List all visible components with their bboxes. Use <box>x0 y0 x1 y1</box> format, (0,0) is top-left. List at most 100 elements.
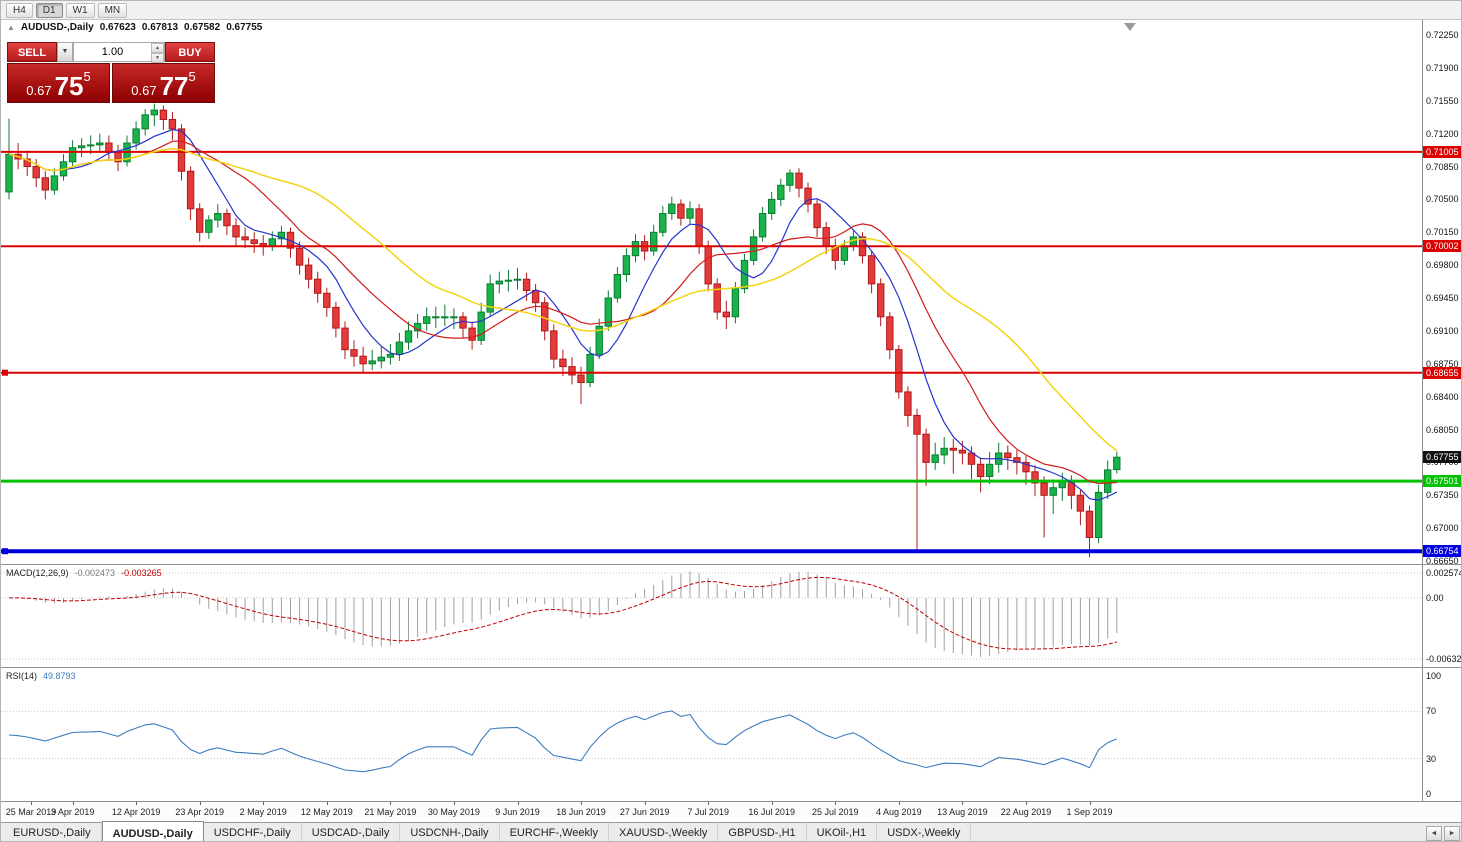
timeframe-w1-button[interactable]: W1 <box>65 2 95 18</box>
tab-usdcad-daily[interactable]: USDCAD-,Daily <box>302 823 401 841</box>
price-tag-0.67755: 0.67755 <box>1423 451 1461 464</box>
sell-price-main: 75 <box>54 71 84 101</box>
price-axis-label: 0.71900 <box>1426 62 1459 73</box>
chart-tabs: EURUSD-,Daily AUDUSD-,Daily USDCHF-,Daily U… <box>1 821 1461 841</box>
rsi-axis-label: 100 <box>1426 671 1442 681</box>
rsi-axis-label: 70 <box>1426 706 1437 717</box>
macd-signal-value: -0.003265 <box>121 568 162 578</box>
volume-input[interactable] <box>74 43 151 61</box>
volume-down-button[interactable]: ▼ <box>151 53 164 63</box>
price-axis-label: 0.67000 <box>1426 523 1459 534</box>
macd-axis-label: 0.00 <box>1426 592 1444 603</box>
rsi-name: RSI(14) <box>6 671 38 681</box>
timeframe-mn-button[interactable]: MN <box>97 2 128 18</box>
collapse-trade-panel-icon[interactable]: ▲ <box>7 23 15 32</box>
sell-price-pip: 5 <box>83 69 91 84</box>
buy-button[interactable]: BUY <box>165 42 215 62</box>
price-axis-label: 0.68400 <box>1426 391 1459 402</box>
date-axis-label: 9 Jun 2019 <box>495 807 540 817</box>
tab-usdcnh-daily[interactable]: USDCNH-,Daily <box>400 823 500 841</box>
price-axis[interactable]: 0.72250 0.71900 0.71550 0.71200 0.70850 0.705… <box>1422 20 1461 566</box>
tab-scroll-left-button[interactable]: ◄ <box>1426 826 1442 841</box>
buy-price-pip: 5 <box>188 69 196 84</box>
sell-button[interactable]: SELL <box>7 42 57 62</box>
date-axis-label: 3 Apr 2019 <box>50 807 95 817</box>
symbol-label: AUDUSD-,Daily <box>20 22 94 33</box>
rsi-title: RSI(14) 49.8793 <box>6 671 76 681</box>
buy-price-button[interactable]: 0.67 77 5 <box>112 63 215 103</box>
price-axis-label: 0.70150 <box>1426 227 1459 238</box>
price-tag-0.70002: 0.70002 <box>1423 240 1461 253</box>
macd-axis-label: 0.002574 <box>1426 568 1462 578</box>
rsi-chart[interactable] <box>1 668 1422 801</box>
sell-price-prefix: 0.67 <box>26 83 52 98</box>
timeframe-d1-button[interactable]: D1 <box>35 2 63 18</box>
tab-eurusd-daily[interactable]: EURUSD-,Daily <box>3 823 102 841</box>
macd-axis-label: -0.006326 <box>1426 654 1462 664</box>
main-chart-panel: 0.72250 0.71900 0.71550 0.71200 0.70850 0.705… <box>1 20 1461 566</box>
rsi-axis-label: 0 <box>1426 789 1432 799</box>
tab-audusd-daily[interactable]: AUDUSD-,Daily <box>101 821 204 841</box>
buy-price-prefix: 0.67 <box>131 83 157 98</box>
price-axis-label: 0.70500 <box>1426 194 1459 205</box>
one-click-trading-panel: SELL ▼ ▲ ▼ BUY 0.67 75 5 0.6 <box>7 42 215 103</box>
candlestick-chart[interactable] <box>1 20 1422 564</box>
date-axis-label: 25 Mar 2019 <box>5 807 57 817</box>
macd-name: MACD(12,26,9) <box>6 568 69 578</box>
price-axis-label: 0.71200 <box>1426 128 1459 139</box>
date-axis-label: 23 Apr 2019 <box>175 807 224 817</box>
low-value: 0.67582 <box>184 22 221 33</box>
close-value: 0.67755 <box>226 22 263 33</box>
MA-slow-line <box>8 148 1118 452</box>
price-axis-label: 0.69800 <box>1426 260 1459 271</box>
tab-gbpusd-h1[interactable]: GBPUSD-,H1 <box>718 823 807 841</box>
date-axis-label: 12 May 2019 <box>300 807 353 817</box>
chart-tabs-bar: EURUSD-,Daily AUDUSD-,Daily USDCHF-,Daily U… <box>1 821 1461 841</box>
price-axis-label: 0.66650 <box>1426 556 1459 566</box>
timeframe-h4-button[interactable]: H4 <box>6 2 33 18</box>
date-axis-label: 13 Aug 2019 <box>937 807 988 817</box>
price-axis-label: 0.67350 <box>1426 490 1459 501</box>
date-axis-label: 25 Jul 2019 <box>812 807 859 817</box>
tab-ukoil-h1[interactable]: UKOil-,H1 <box>807 823 878 841</box>
price-axis-label: 0.71550 <box>1426 95 1459 106</box>
rsi-indicator-panel: 100 70 30 0 RSI(14) 49.8793 <box>1 667 1461 801</box>
order-options-dropdown[interactable]: ▼ <box>57 42 73 62</box>
macd-chart[interactable] <box>1 565 1422 667</box>
macd-axis[interactable]: 0.002574 0.00 -0.006326 <box>1422 565 1462 667</box>
timeframe-toolbar: H4 D1 W1 MN <box>1 1 1461 20</box>
date-axis-label: 16 Jul 2019 <box>748 807 795 817</box>
date-axis-label: 27 Jun 2019 <box>619 807 670 817</box>
price-tag-0.67501: 0.67501 <box>1423 475 1461 488</box>
date-axis-label: 12 Apr 2019 <box>111 807 161 817</box>
volume-box: ▲ ▼ <box>73 42 165 63</box>
sell-price-button[interactable]: 0.67 75 5 <box>7 63 110 103</box>
date-axis-label: 2 May 2019 <box>239 807 287 817</box>
date-axis-label: 18 Jun 2019 <box>556 807 606 817</box>
date-axis-label: 4 Aug 2019 <box>876 807 922 817</box>
tab-usdchf-daily[interactable]: USDCHF-,Daily <box>204 823 302 841</box>
MA-fast-line <box>8 128 1118 501</box>
price-axis-label: 0.68050 <box>1426 424 1459 435</box>
volume-up-button[interactable]: ▲ <box>151 43 164 53</box>
rsi-axis[interactable]: 100 70 30 0 <box>1422 668 1461 801</box>
date-axis-label: 21 May 2019 <box>364 807 417 817</box>
date-axis-label: 7 Jul 2019 <box>687 807 729 817</box>
price-axis-label: 0.69100 <box>1426 325 1459 336</box>
chart-ohlc-header: ▲ AUDUSD-,Daily 0.67623 0.67813 0.67582 … <box>7 22 262 33</box>
open-value: 0.67623 <box>99 22 136 33</box>
high-value: 0.67813 <box>141 22 179 33</box>
date-axis-label: 30 May 2019 <box>427 807 480 817</box>
chart-shift-marker-icon[interactable] <box>1124 23 1136 31</box>
price-axis-label: 0.68750 <box>1426 358 1459 369</box>
tab-scroll-right-button[interactable]: ► <box>1444 826 1460 841</box>
tab-xauusd-weekly[interactable]: XAUUSD-,Weekly <box>609 823 719 841</box>
macd-title: MACD(12,26,9) -0.002473 -0.003265 <box>6 568 162 578</box>
macd-indicator-panel: 0.002574 0.00 -0.006326 MACD(12,26,9) -0.0… <box>1 564 1462 667</box>
tab-usdx-weekly[interactable]: USDX-,Weekly <box>877 823 972 841</box>
price-tag-0.66754: 0.66754 <box>1423 545 1461 558</box>
price-axis-label: 0.69450 <box>1426 293 1459 303</box>
time-axis[interactable]: 25 Mar 2019 3 Apr 2019 12 Apr 2019 23 Apr 2… <box>1 801 1461 822</box>
tab-eurchf-weekly[interactable]: EURCHF-,Weekly <box>500 823 609 841</box>
